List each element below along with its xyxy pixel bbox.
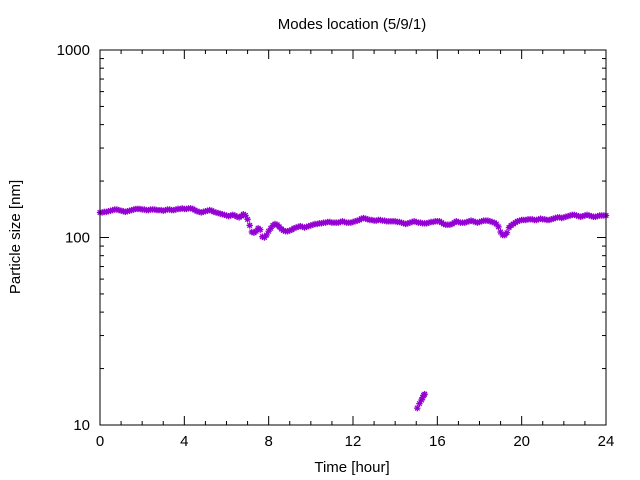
- x-tick-label: 0: [96, 433, 104, 450]
- y-tick-label: 1000: [57, 42, 90, 59]
- data-points: [96, 205, 610, 412]
- y-axis-label: Particle size [nm]: [7, 180, 24, 294]
- x-tick-label: 16: [429, 433, 446, 450]
- data-point: [495, 223, 502, 231]
- data-point: [246, 222, 253, 229]
- x-tick-label: 4: [180, 433, 188, 450]
- axis-tick-labels: 0 4 8 12 16 20 24 10 100 1000: [57, 42, 615, 450]
- y-tick-label: 100: [65, 230, 90, 247]
- y-tick-label: 10: [73, 417, 90, 434]
- data-point: [257, 226, 264, 233]
- data-point: [503, 229, 511, 236]
- x-tick-label: 8: [264, 433, 272, 450]
- chart-title: Modes location (5/9/1): [278, 16, 426, 33]
- axis-ticks: [99, 49, 607, 426]
- data-point: [244, 216, 251, 223]
- plot-frame: [99, 49, 607, 426]
- x-tick-label: 12: [345, 433, 362, 450]
- x-tick-label: 20: [513, 433, 530, 450]
- data-point: [421, 390, 428, 398]
- x-axis-label: Time [hour]: [314, 459, 389, 476]
- x-tick-label: 24: [598, 433, 615, 450]
